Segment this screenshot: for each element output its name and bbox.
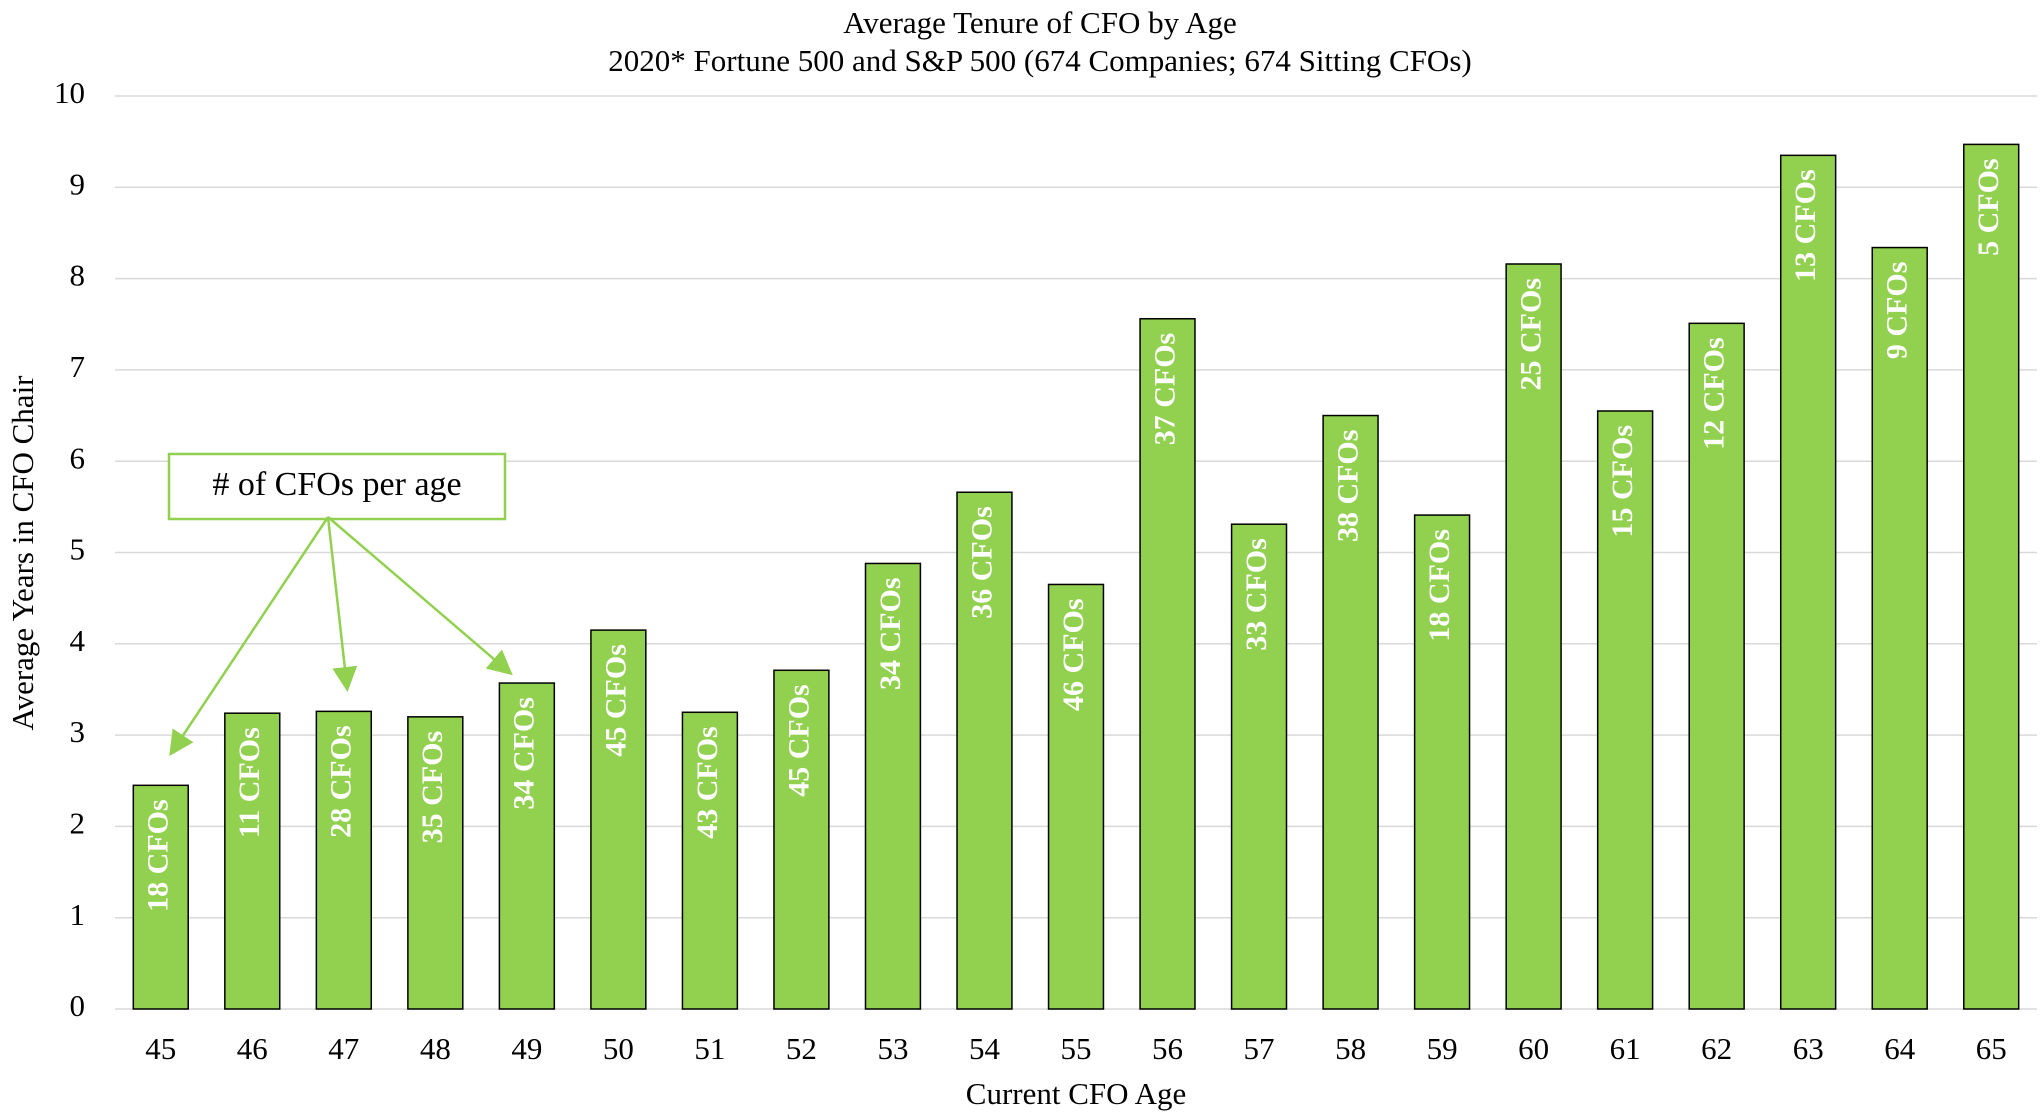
bar xyxy=(1047,583,1105,1010)
x-tick-label: 64 xyxy=(1884,1031,1916,1066)
bar-label: 28 CFOs xyxy=(325,725,358,838)
bar-label: 37 CFOs xyxy=(1148,333,1181,446)
x-tick-label: 61 xyxy=(1610,1031,1641,1066)
bar xyxy=(1230,523,1288,1010)
bar xyxy=(132,784,189,1010)
x-tick-label: 65 xyxy=(1976,1031,2007,1066)
bar xyxy=(590,629,647,1010)
y-tick-label: 7 xyxy=(70,349,86,384)
bar-label: 45 CFOs xyxy=(599,644,632,757)
x-tick-label: 58 xyxy=(1335,1031,1366,1066)
y-tick-label: 0 xyxy=(70,988,86,1023)
bar xyxy=(1139,318,1196,1010)
bar-label: 15 CFOs xyxy=(1606,425,1639,538)
x-tick-label: 59 xyxy=(1427,1031,1458,1066)
bar xyxy=(1322,414,1379,1010)
y-tick-label: 10 xyxy=(54,75,85,110)
bar-label: 34 CFOs xyxy=(508,697,541,810)
bar-label: 18 CFOs xyxy=(1423,529,1456,642)
bar xyxy=(224,712,281,1010)
bar-label: 46 CFOs xyxy=(1057,598,1090,711)
bar-label: 12 CFOs xyxy=(1698,337,1731,450)
bar xyxy=(681,711,739,1010)
annotation-text: # of CFOs per age xyxy=(212,466,461,503)
bar xyxy=(864,562,922,1010)
y-tick-label: 8 xyxy=(70,258,86,293)
x-axis-title: Current CFO Age xyxy=(966,1076,1186,1111)
x-tick-label: 56 xyxy=(1152,1031,1183,1066)
bar-label: 18 CFOs xyxy=(142,799,175,912)
bar-label: 36 CFOs xyxy=(965,506,998,619)
y-tick-label: 9 xyxy=(70,166,86,201)
bar xyxy=(773,669,830,1010)
x-tick-label: 52 xyxy=(786,1031,817,1066)
x-tick-label: 62 xyxy=(1701,1031,1732,1066)
bar xyxy=(315,710,373,1010)
chart-title: Average Tenure of CFO by Age xyxy=(843,5,1237,40)
y-tick-label: 1 xyxy=(70,897,86,932)
x-tick-label: 54 xyxy=(969,1031,1001,1066)
y-tick-label: 4 xyxy=(70,623,86,658)
x-tick-label: 51 xyxy=(694,1031,725,1066)
x-tick-label: 63 xyxy=(1793,1031,1824,1066)
bar-label: 43 CFOs xyxy=(691,726,724,839)
bar xyxy=(498,682,556,1010)
bar-label: 45 CFOs xyxy=(782,684,815,797)
annotation-box xyxy=(167,452,507,521)
bar xyxy=(956,491,1013,1010)
x-tick-label: 47 xyxy=(328,1031,359,1066)
bar xyxy=(1963,143,2020,1010)
bar-label: 9 CFOs xyxy=(1881,262,1914,360)
bar xyxy=(1505,263,1562,1010)
x-tick-label: 49 xyxy=(511,1031,542,1066)
y-tick-label: 2 xyxy=(70,806,86,841)
x-tick-label: 60 xyxy=(1518,1031,1549,1066)
bar-label: 34 CFOs xyxy=(874,577,907,690)
bar-label: 38 CFOs xyxy=(1331,430,1364,543)
y-tick-label: 6 xyxy=(70,440,86,475)
bar-label: 11 CFOs xyxy=(233,727,266,838)
x-tick-label: 57 xyxy=(1244,1031,1275,1066)
bar-label: 25 CFOs xyxy=(1515,278,1548,391)
y-tick-label: 5 xyxy=(70,532,86,567)
bar-label: 33 CFOs xyxy=(1240,538,1273,651)
bar-label: 35 CFOs xyxy=(416,731,449,844)
chart-subtitle: 2020* Fortune 500 and S&P 500 (674 Compa… xyxy=(608,43,1471,78)
x-tick-label: 55 xyxy=(1061,1031,1092,1066)
x-tick-label: 48 xyxy=(420,1031,451,1066)
arrow xyxy=(169,516,330,757)
bar-label: 13 CFOs xyxy=(1789,169,1822,282)
arrow xyxy=(327,516,513,676)
x-tick-label: 53 xyxy=(877,1031,908,1066)
x-tick-label: 46 xyxy=(237,1031,268,1066)
x-tick-label: 50 xyxy=(603,1031,634,1066)
y-tick-label: 3 xyxy=(70,714,86,749)
bar-label: 5 CFOs xyxy=(1972,158,2005,256)
bar xyxy=(1871,246,1928,1010)
arrow xyxy=(326,516,358,692)
y-axis-title: Average Years in CFO Chair xyxy=(5,375,40,731)
bar xyxy=(407,716,464,1010)
x-tick-label: 45 xyxy=(145,1031,176,1066)
bar xyxy=(1779,154,1837,1010)
bar xyxy=(1688,322,1745,1010)
bar xyxy=(1596,410,1654,1010)
annotation: # of CFOs per age xyxy=(167,452,513,757)
bar xyxy=(1413,514,1471,1010)
